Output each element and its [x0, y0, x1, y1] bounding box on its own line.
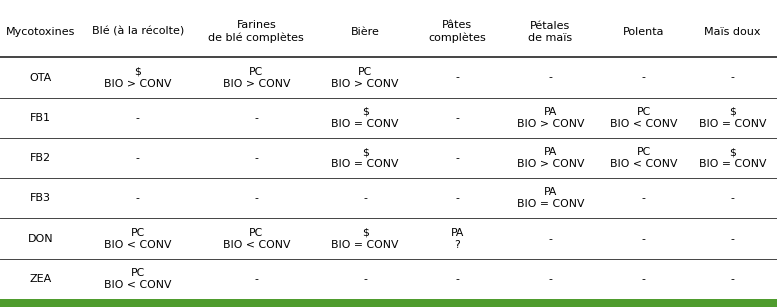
Text: -: - [136, 113, 140, 123]
Text: -: - [364, 193, 368, 203]
Text: -: - [642, 274, 646, 284]
Text: -: - [455, 193, 459, 203]
Text: PC
BIO < CONV: PC BIO < CONV [610, 107, 678, 129]
Text: -: - [455, 72, 459, 83]
Text: -: - [549, 234, 552, 243]
Text: FB2: FB2 [30, 153, 51, 163]
Text: Bière: Bière [350, 27, 380, 37]
Text: $
BIO = CONV: $ BIO = CONV [699, 147, 766, 169]
Text: PC
BIO < CONV: PC BIO < CONV [104, 268, 172, 290]
Text: Blé (à la récolte): Blé (à la récolte) [92, 27, 184, 37]
Text: -: - [254, 153, 258, 163]
Text: Pétales
de maïs: Pétales de maïs [528, 21, 573, 43]
Text: $
BIO > CONV: $ BIO > CONV [104, 67, 172, 88]
Text: -: - [455, 153, 459, 163]
Text: PC
BIO < CONV: PC BIO < CONV [104, 227, 172, 250]
Text: PA
BIO > CONV: PA BIO > CONV [517, 107, 584, 129]
Text: PA
BIO > CONV: PA BIO > CONV [517, 147, 584, 169]
Text: PA
?: PA ? [451, 227, 464, 250]
Text: ZEA: ZEA [29, 274, 51, 284]
Text: -: - [549, 72, 552, 83]
Text: -: - [730, 72, 734, 83]
Text: Mycotoxines: Mycotoxines [5, 27, 75, 37]
Text: Pâtes
complètes: Pâtes complètes [428, 21, 486, 43]
Text: DON: DON [27, 234, 53, 243]
Text: PC
BIO < CONV: PC BIO < CONV [222, 227, 290, 250]
Text: -: - [364, 274, 368, 284]
Text: FB3: FB3 [30, 193, 51, 203]
Text: -: - [730, 234, 734, 243]
Text: $
BIO = CONV: $ BIO = CONV [332, 107, 399, 129]
Bar [0, 299, 777, 307]
Text: PC
BIO > CONV: PC BIO > CONV [332, 67, 399, 88]
Text: OTA: OTA [29, 72, 51, 83]
Text: -: - [136, 153, 140, 163]
Text: -: - [254, 113, 258, 123]
Text: -: - [642, 234, 646, 243]
Text: $
BIO = CONV: $ BIO = CONV [699, 107, 766, 129]
Text: -: - [730, 274, 734, 284]
Text: $
BIO = CONV: $ BIO = CONV [332, 147, 399, 169]
Text: -: - [455, 274, 459, 284]
Text: -: - [730, 193, 734, 203]
Text: -: - [254, 193, 258, 203]
Text: -: - [136, 193, 140, 203]
Text: PC
BIO < CONV: PC BIO < CONV [610, 147, 678, 169]
Text: Farines
de blé complètes: Farines de blé complètes [208, 21, 304, 43]
Text: Polenta: Polenta [623, 27, 664, 37]
Text: $
BIO = CONV: $ BIO = CONV [332, 227, 399, 250]
Text: PC
BIO > CONV: PC BIO > CONV [222, 67, 290, 88]
Text: FB1: FB1 [30, 113, 51, 123]
Text: -: - [455, 113, 459, 123]
Text: -: - [642, 72, 646, 83]
Text: -: - [549, 274, 552, 284]
Text: PA
BIO = CONV: PA BIO = CONV [517, 187, 584, 209]
Text: -: - [254, 274, 258, 284]
Text: Maïs doux: Maïs doux [704, 27, 761, 37]
Text: -: - [642, 193, 646, 203]
